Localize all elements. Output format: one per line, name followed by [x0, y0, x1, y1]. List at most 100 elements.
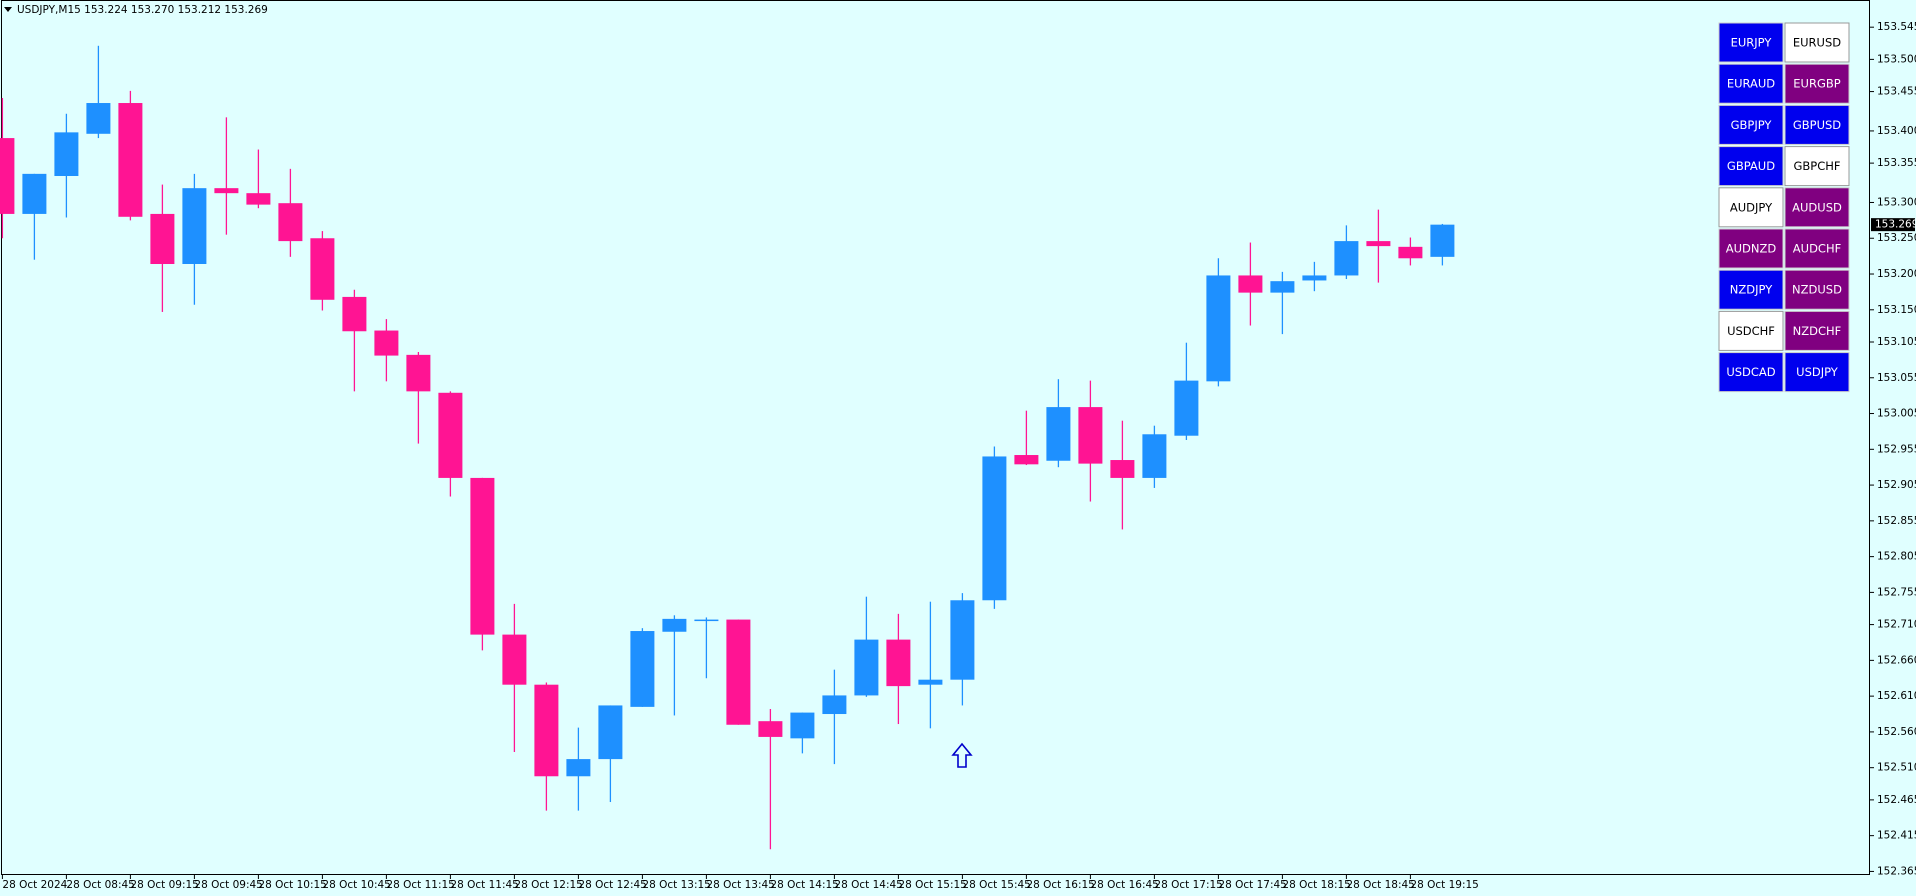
symbol-button-label[interactable]: GBPUSD — [1793, 118, 1841, 132]
symbol-button[interactable] — [1718, 22, 1784, 63]
last-price-label: 153.269 — [1875, 219, 1916, 231]
x-tick-label: 28 Oct 16:45 — [1090, 879, 1158, 891]
symbol-button-label[interactable]: NZDCHF — [1793, 324, 1842, 338]
candle-body — [0, 138, 15, 214]
x-tick-label: 28 Oct 10:15 — [258, 879, 326, 891]
candle-body — [278, 203, 303, 242]
symbol-button[interactable] — [1718, 63, 1784, 104]
y-tick-label: 152.510 — [1877, 762, 1916, 774]
x-tick-label: 28 Oct 17:15 — [1154, 879, 1222, 891]
symbol-button-label[interactable]: GBPAUD — [1727, 159, 1775, 173]
candle-body — [886, 639, 911, 687]
candle-body — [1142, 434, 1167, 478]
symbol-button-label[interactable]: EURGBP — [1793, 77, 1840, 91]
symbol-button[interactable] — [1718, 310, 1784, 351]
x-tick-label: 28 Oct 18:15 — [1282, 879, 1350, 891]
x-tick-label: 28 Oct 09:15 — [130, 879, 198, 891]
y-tick-label: 153.400 — [1877, 125, 1916, 137]
symbol-button[interactable] — [1784, 187, 1850, 228]
symbol-button-label[interactable]: AUDNZD — [1726, 242, 1777, 256]
symbol-button[interactable] — [1718, 104, 1784, 145]
candle-body — [566, 759, 591, 777]
y-tick-label: 152.415 — [1877, 830, 1916, 842]
y-tick-label: 153.355 — [1877, 157, 1916, 169]
candle-body — [854, 639, 879, 696]
x-tick-label: 28 Oct 09:45 — [194, 879, 262, 891]
symbol-button[interactable] — [1784, 146, 1850, 187]
candle-body — [1046, 407, 1071, 461]
x-tick-label: 28 Oct 15:45 — [962, 879, 1030, 891]
symbol-button-label[interactable]: AUDCHF — [1793, 242, 1841, 256]
symbol-button-label[interactable]: AUDJPY — [1730, 200, 1773, 214]
symbol-button-label[interactable]: EURUSD — [1793, 36, 1841, 50]
symbol-button[interactable] — [1718, 187, 1784, 228]
candle-body — [662, 618, 687, 632]
symbol-button-label[interactable]: USDCHF — [1727, 324, 1775, 338]
candle-body — [310, 238, 335, 300]
y-tick-label: 152.610 — [1877, 690, 1916, 702]
dropdown-icon[interactable] — [4, 7, 12, 12]
candle-body — [1014, 455, 1039, 465]
symbol-button[interactable] — [1784, 63, 1850, 104]
y-tick-label: 152.710 — [1877, 619, 1916, 631]
symbol-button-label[interactable]: USDCAD — [1726, 365, 1775, 379]
x-tick-label: 28 Oct 18:45 — [1346, 879, 1414, 891]
symbol-button[interactable] — [1718, 146, 1784, 187]
candle-body — [1174, 380, 1199, 436]
symbol-button-label[interactable]: NZDJPY — [1730, 283, 1773, 297]
x-tick-label: 28 Oct 12:15 — [514, 879, 582, 891]
y-tick-label: 153.150 — [1877, 304, 1916, 316]
symbol-button-label[interactable]: EURAUD — [1727, 77, 1775, 91]
candle-body — [150, 213, 175, 265]
candle-body — [1110, 460, 1135, 478]
y-tick-label: 153.005 — [1877, 408, 1916, 420]
y-tick-label: 152.660 — [1877, 654, 1916, 666]
candle-body — [1078, 407, 1103, 464]
candle-body — [1238, 275, 1263, 293]
symbol-button[interactable] — [1784, 310, 1850, 351]
symbol-button-label[interactable]: EURJPY — [1731, 36, 1773, 50]
symbol-button[interactable] — [1718, 228, 1784, 269]
candle-body — [1270, 281, 1295, 293]
x-tick-label: 28 Oct 14:15 — [770, 879, 838, 891]
y-tick-label: 152.805 — [1877, 551, 1916, 563]
y-tick-label: 152.955 — [1877, 443, 1916, 455]
candle-body — [630, 631, 655, 707]
y-tick-label: 152.755 — [1877, 586, 1916, 598]
symbol-button[interactable] — [1784, 22, 1850, 63]
symbol-button[interactable] — [1784, 352, 1850, 393]
symbol-button[interactable] — [1784, 104, 1850, 145]
candle-body — [182, 188, 207, 265]
symbol-button[interactable] — [1718, 352, 1784, 393]
candle-body — [950, 600, 975, 680]
symbol-button-label[interactable]: USDJPY — [1796, 365, 1839, 379]
y-tick-label: 153.105 — [1877, 336, 1916, 348]
candle-body — [214, 188, 239, 194]
candle-body — [470, 477, 495, 635]
symbol-button[interactable] — [1784, 228, 1850, 269]
y-tick-label: 153.545 — [1877, 21, 1916, 33]
candle-body — [118, 103, 143, 217]
last-price-box — [1871, 218, 1915, 232]
y-tick-label: 152.905 — [1877, 479, 1916, 491]
candle-body — [822, 695, 847, 715]
y-tick-label: 153.055 — [1877, 372, 1916, 384]
candle-body — [982, 456, 1007, 601]
candle-body — [406, 354, 431, 392]
candle-body — [1430, 224, 1455, 257]
symbol-button[interactable] — [1784, 269, 1850, 310]
candle-body — [1366, 241, 1391, 247]
symbol-button-label[interactable]: AUDUSD — [1792, 200, 1842, 214]
candle-body — [1206, 275, 1231, 382]
candle-body — [534, 684, 559, 777]
y-tick-label: 153.455 — [1877, 86, 1916, 98]
candle-body — [918, 679, 943, 685]
symbol-button[interactable] — [1718, 269, 1784, 310]
candle-body — [1302, 275, 1327, 281]
symbol-button-label[interactable]: GBPCHF — [1793, 159, 1840, 173]
symbol-button-label[interactable]: NZDUSD — [1792, 283, 1842, 297]
candle-body — [726, 619, 751, 725]
symbol-button-label[interactable]: GBPJPY — [1731, 118, 1773, 132]
